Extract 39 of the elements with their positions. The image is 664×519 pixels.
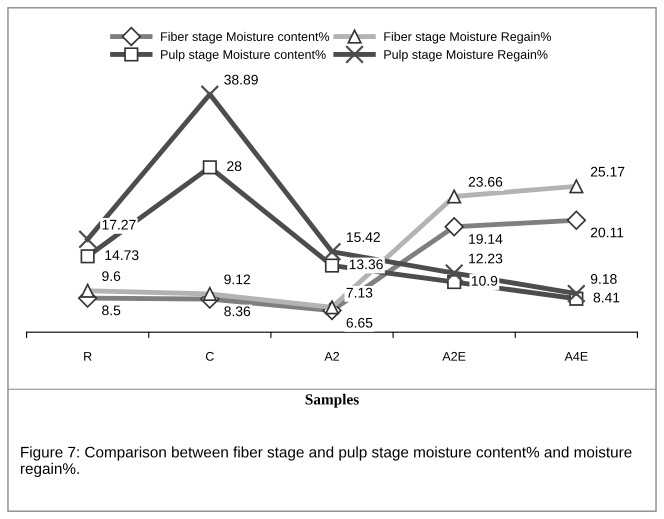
x-tick-label: A4E (564, 352, 588, 361)
point (80, 249, 95, 264)
data-label: 12.23 (469, 254, 502, 264)
data-label: 8.5 (102, 305, 120, 316)
data-label: 25.17 (590, 166, 624, 177)
point (444, 264, 464, 283)
legend-label: Pulp stage Moisture content% (161, 50, 326, 62)
x-axis-title: Samples (306, 394, 359, 408)
data-label: 14.73 (105, 250, 138, 260)
point (78, 230, 98, 249)
data-label: 15.42 (346, 232, 380, 242)
point (200, 84, 220, 104)
data-label: 13.36 (350, 259, 383, 270)
data-label: 23.66 (468, 176, 502, 187)
data-label: 7.13 (346, 288, 372, 298)
data-label: 17.27 (102, 220, 136, 230)
data-label: 6.65 (346, 318, 372, 328)
x-tick-label: C (206, 352, 214, 361)
x-tick-label: A2 (324, 352, 340, 361)
point (324, 258, 340, 273)
point (202, 160, 217, 174)
data-label: 9.12 (224, 274, 250, 284)
data-label: 38.89 (224, 74, 258, 85)
point (322, 242, 342, 262)
x-tick-label: A2E (442, 352, 466, 361)
legend-label: Fiber stage Moisture Regain% (384, 32, 552, 44)
data-label: 9.6 (102, 271, 120, 282)
data-label: 20.11 (590, 228, 624, 238)
data-label: 28 (227, 161, 242, 172)
legend-label: Fiber stage Moisture content% (161, 32, 330, 44)
caption: Figure 7: Comparison between fiber stage and pulp stage moisture content% and moisture regain%. (20, 446, 632, 478)
legend-label: Pulp stage Moisture Regain% (384, 50, 548, 62)
x-tick-label: R (84, 352, 92, 361)
data-label: 10.9 (472, 276, 498, 286)
data-label: 9.18 (590, 274, 617, 284)
data-label: 8.36 (224, 306, 250, 316)
data-label: 19.14 (469, 234, 502, 244)
data-label: 8.41 (594, 292, 620, 302)
point (566, 284, 586, 304)
